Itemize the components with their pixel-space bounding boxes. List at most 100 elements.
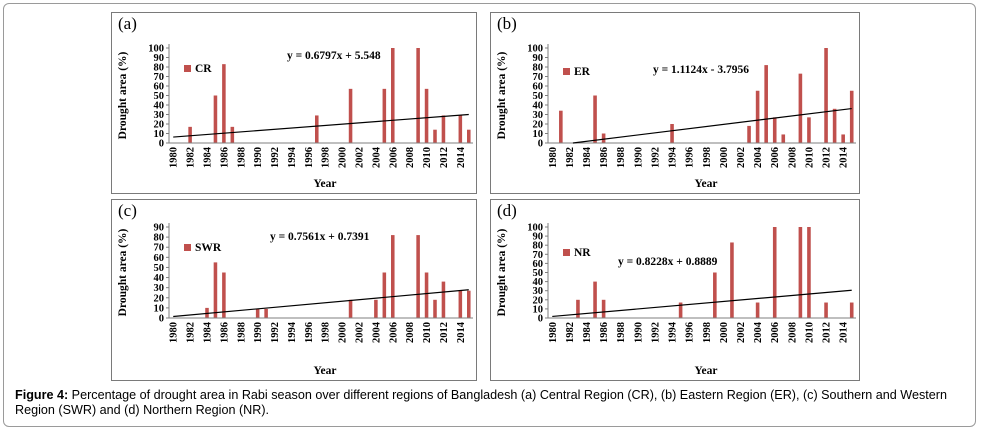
- panel-label: (c): [118, 201, 137, 220]
- x-tick-label: 1984: [582, 146, 593, 168]
- x-tick-label: 1984: [582, 321, 593, 343]
- x-tick-label: 2010: [422, 322, 433, 343]
- bar-2009: [798, 73, 803, 143]
- bar-2003: [747, 125, 751, 143]
- x-tick-label: 1986: [599, 147, 610, 168]
- y-axis-label: Drought area (%): [117, 228, 129, 316]
- legend-label: CR: [195, 63, 212, 75]
- bar-2004: [755, 302, 760, 318]
- x-tick-label: 1982: [565, 322, 576, 343]
- bar-2006: [391, 235, 395, 318]
- bar-2010: [424, 272, 429, 318]
- bar-2012: [824, 302, 828, 318]
- x-tick-label: 1992: [270, 322, 281, 343]
- y-tick-label: 20: [533, 120, 544, 131]
- y-tick-label: 80: [533, 241, 544, 252]
- x-tick-label: 1998: [321, 147, 332, 168]
- x-tick-label: 1994: [287, 321, 298, 343]
- bar-1997: [315, 115, 319, 143]
- legend-swatch: [184, 244, 191, 251]
- bar-1987: [230, 126, 235, 143]
- bar-1990: [255, 308, 260, 318]
- x-tick-label: 1996: [685, 322, 696, 343]
- bar-2001: [348, 299, 353, 318]
- trend-line: [552, 289, 852, 318]
- x-tick-label: 1996: [685, 147, 696, 168]
- bar-2012: [441, 115, 446, 143]
- legend-label: NR: [574, 247, 591, 259]
- y-axis-label: Drought area (%): [496, 228, 508, 316]
- bar-2007: [781, 134, 786, 143]
- x-axis-label: Year: [314, 365, 337, 377]
- y-tick-label: 0: [159, 139, 164, 150]
- x-tick-label: 1988: [616, 147, 627, 168]
- figure-frame: [3, 3, 976, 427]
- caption-label: Figure 4:: [15, 388, 69, 402]
- x-tick-label: 2014: [839, 321, 850, 343]
- bar-2011: [433, 129, 437, 143]
- x-tick-label: 1990: [253, 147, 264, 168]
- x-tick-label: 1980: [169, 322, 180, 343]
- legend-swatch: [563, 249, 570, 256]
- caption-text: Percentage of drought area in Rabi seaso…: [15, 388, 947, 417]
- bar-2010: [807, 117, 811, 143]
- bar-1991: [264, 308, 268, 318]
- y-tick-label: 100: [148, 44, 164, 55]
- bar-2005: [764, 65, 768, 143]
- legend-label: ER: [574, 66, 591, 78]
- y-axis-label: Drought area (%): [117, 51, 129, 139]
- x-tick-label: 1998: [702, 147, 713, 168]
- x-tick-label: 1990: [633, 322, 644, 343]
- trend-line: [572, 107, 852, 144]
- x-tick-label: 1994: [668, 321, 679, 343]
- x-tick-label: 2006: [388, 322, 399, 343]
- bar-2009: [416, 235, 420, 318]
- y-tick-label: 30: [154, 110, 165, 121]
- x-tick-label: 2008: [787, 322, 798, 343]
- x-tick-label: 1998: [321, 322, 332, 343]
- trend-equation: y = 0.8228x + 0.8889: [618, 256, 718, 268]
- y-tick-label: 70: [533, 72, 544, 83]
- x-tick-label: 2010: [422, 147, 433, 168]
- y-tick-label: 70: [533, 250, 544, 261]
- bar-2015: [849, 90, 854, 143]
- bar-2004: [755, 90, 760, 143]
- x-tick-label: 1998: [702, 322, 713, 343]
- y-tick-label: 20: [533, 295, 544, 306]
- panel-label: (d): [497, 201, 517, 220]
- x-tick-label: 2002: [355, 322, 366, 343]
- x-tick-label: 2000: [338, 147, 349, 168]
- bar-2014: [458, 290, 463, 318]
- y-tick-label: 40: [533, 101, 544, 112]
- bar-1995: [678, 302, 683, 318]
- x-tick-label: 2010: [804, 147, 815, 168]
- y-tick-label: 20: [154, 293, 165, 304]
- x-tick-label: 2012: [822, 147, 833, 168]
- y-tick-label: 10: [154, 303, 165, 314]
- trend-line: [173, 113, 469, 138]
- x-tick-label: 1980: [169, 147, 180, 168]
- y-tick-label: 30: [533, 286, 544, 297]
- y-tick-label: 90: [533, 53, 544, 64]
- bar-1985: [213, 262, 218, 318]
- trend-equation: y = 0.7561x + 0.7391: [270, 231, 370, 243]
- bar-1986: [222, 272, 226, 318]
- x-tick-label: 1988: [236, 147, 247, 168]
- bar-1999: [713, 272, 717, 318]
- x-tick-label: 1980: [548, 322, 559, 343]
- bar-2006: [772, 117, 777, 143]
- x-tick-label: 1982: [186, 147, 197, 168]
- y-tick-label: 80: [154, 63, 165, 74]
- x-tick-label: 2002: [736, 322, 747, 343]
- bar-1986: [601, 133, 606, 143]
- bar-2012: [824, 48, 828, 143]
- x-tick-label: 1996: [304, 147, 315, 168]
- bar-2001: [348, 88, 353, 143]
- bar-1986: [601, 299, 606, 318]
- bar-2014: [841, 134, 845, 143]
- legend-swatch: [184, 65, 191, 72]
- x-tick-label: 2000: [719, 147, 730, 168]
